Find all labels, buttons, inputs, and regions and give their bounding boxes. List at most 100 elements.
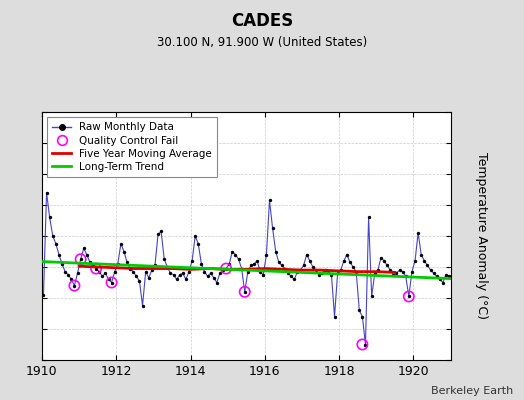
Point: [129, 268, 137, 275]
Point: [398, 268, 407, 275]
Point: [197, 261, 205, 267]
Point: [352, 268, 361, 275]
Text: Berkeley Earth: Berkeley Earth: [431, 386, 514, 396]
Point: [250, 261, 258, 267]
Legend: Raw Monthly Data, Quality Control Fail, Five Year Moving Average, Long-Term Tren: Raw Monthly Data, Quality Control Fail, …: [47, 117, 217, 177]
Point: [185, 268, 193, 275]
Point: [61, 268, 69, 275]
Point: [101, 270, 110, 276]
Point: [367, 293, 376, 300]
Point: [299, 262, 308, 269]
Point: [355, 307, 364, 314]
Point: [315, 272, 323, 278]
Point: [67, 276, 75, 282]
Point: [145, 275, 153, 281]
Point: [70, 282, 79, 289]
Point: [160, 256, 168, 262]
Point: [405, 293, 413, 300]
Point: [191, 233, 200, 239]
Point: [77, 256, 85, 262]
Point: [333, 270, 342, 276]
Point: [442, 272, 450, 278]
Point: [120, 248, 128, 255]
Point: [268, 225, 277, 232]
Point: [225, 261, 234, 267]
Point: [281, 265, 289, 272]
Point: [324, 268, 333, 275]
Point: [296, 267, 304, 273]
Point: [114, 261, 122, 267]
Point: [278, 262, 286, 269]
Point: [361, 341, 369, 348]
Point: [405, 293, 413, 300]
Point: [343, 251, 351, 258]
Point: [284, 270, 292, 276]
Point: [154, 231, 162, 238]
Point: [216, 270, 224, 276]
Point: [370, 270, 379, 276]
Point: [247, 262, 255, 269]
Point: [293, 268, 301, 275]
Point: [176, 272, 184, 278]
Point: [203, 273, 212, 280]
Point: [188, 258, 196, 264]
Point: [42, 190, 51, 196]
Point: [374, 267, 382, 273]
Point: [318, 270, 326, 276]
Point: [135, 278, 144, 284]
Point: [275, 259, 283, 266]
Point: [439, 279, 447, 286]
Point: [414, 230, 422, 236]
Point: [169, 272, 178, 278]
Point: [411, 258, 419, 264]
Point: [256, 268, 265, 275]
Point: [58, 261, 66, 267]
Point: [392, 270, 401, 276]
Point: [126, 265, 134, 272]
Text: 30.100 N, 91.900 W (United States): 30.100 N, 91.900 W (United States): [157, 36, 367, 49]
Point: [52, 240, 60, 247]
Point: [200, 268, 209, 275]
Point: [401, 273, 410, 280]
Point: [117, 240, 125, 247]
Point: [241, 289, 249, 295]
Point: [157, 228, 165, 234]
Point: [39, 292, 48, 298]
Point: [259, 272, 267, 278]
Point: [64, 272, 72, 278]
Point: [358, 314, 367, 320]
Y-axis label: Temperature Anomaly (°C): Temperature Anomaly (°C): [475, 152, 488, 320]
Point: [417, 251, 425, 258]
Point: [380, 258, 388, 264]
Point: [435, 276, 444, 282]
Point: [194, 240, 202, 247]
Point: [70, 282, 79, 289]
Point: [377, 254, 385, 261]
Point: [151, 262, 159, 269]
Point: [423, 262, 432, 269]
Point: [179, 270, 187, 276]
Point: [123, 259, 132, 266]
Point: [148, 267, 156, 273]
Point: [309, 264, 317, 270]
Point: [228, 248, 236, 255]
Point: [389, 272, 398, 278]
Point: [237, 265, 246, 272]
Point: [234, 256, 243, 262]
Point: [432, 273, 441, 280]
Point: [73, 270, 82, 276]
Point: [166, 270, 174, 276]
Point: [80, 245, 88, 252]
Point: [172, 276, 181, 282]
Point: [231, 251, 239, 258]
Point: [77, 256, 85, 262]
Text: CADES: CADES: [231, 12, 293, 30]
Point: [321, 267, 330, 273]
Point: [396, 267, 404, 273]
Point: [364, 214, 373, 221]
Point: [141, 268, 150, 275]
Point: [346, 259, 354, 266]
Point: [213, 279, 221, 286]
Point: [383, 262, 391, 269]
Point: [107, 279, 116, 286]
